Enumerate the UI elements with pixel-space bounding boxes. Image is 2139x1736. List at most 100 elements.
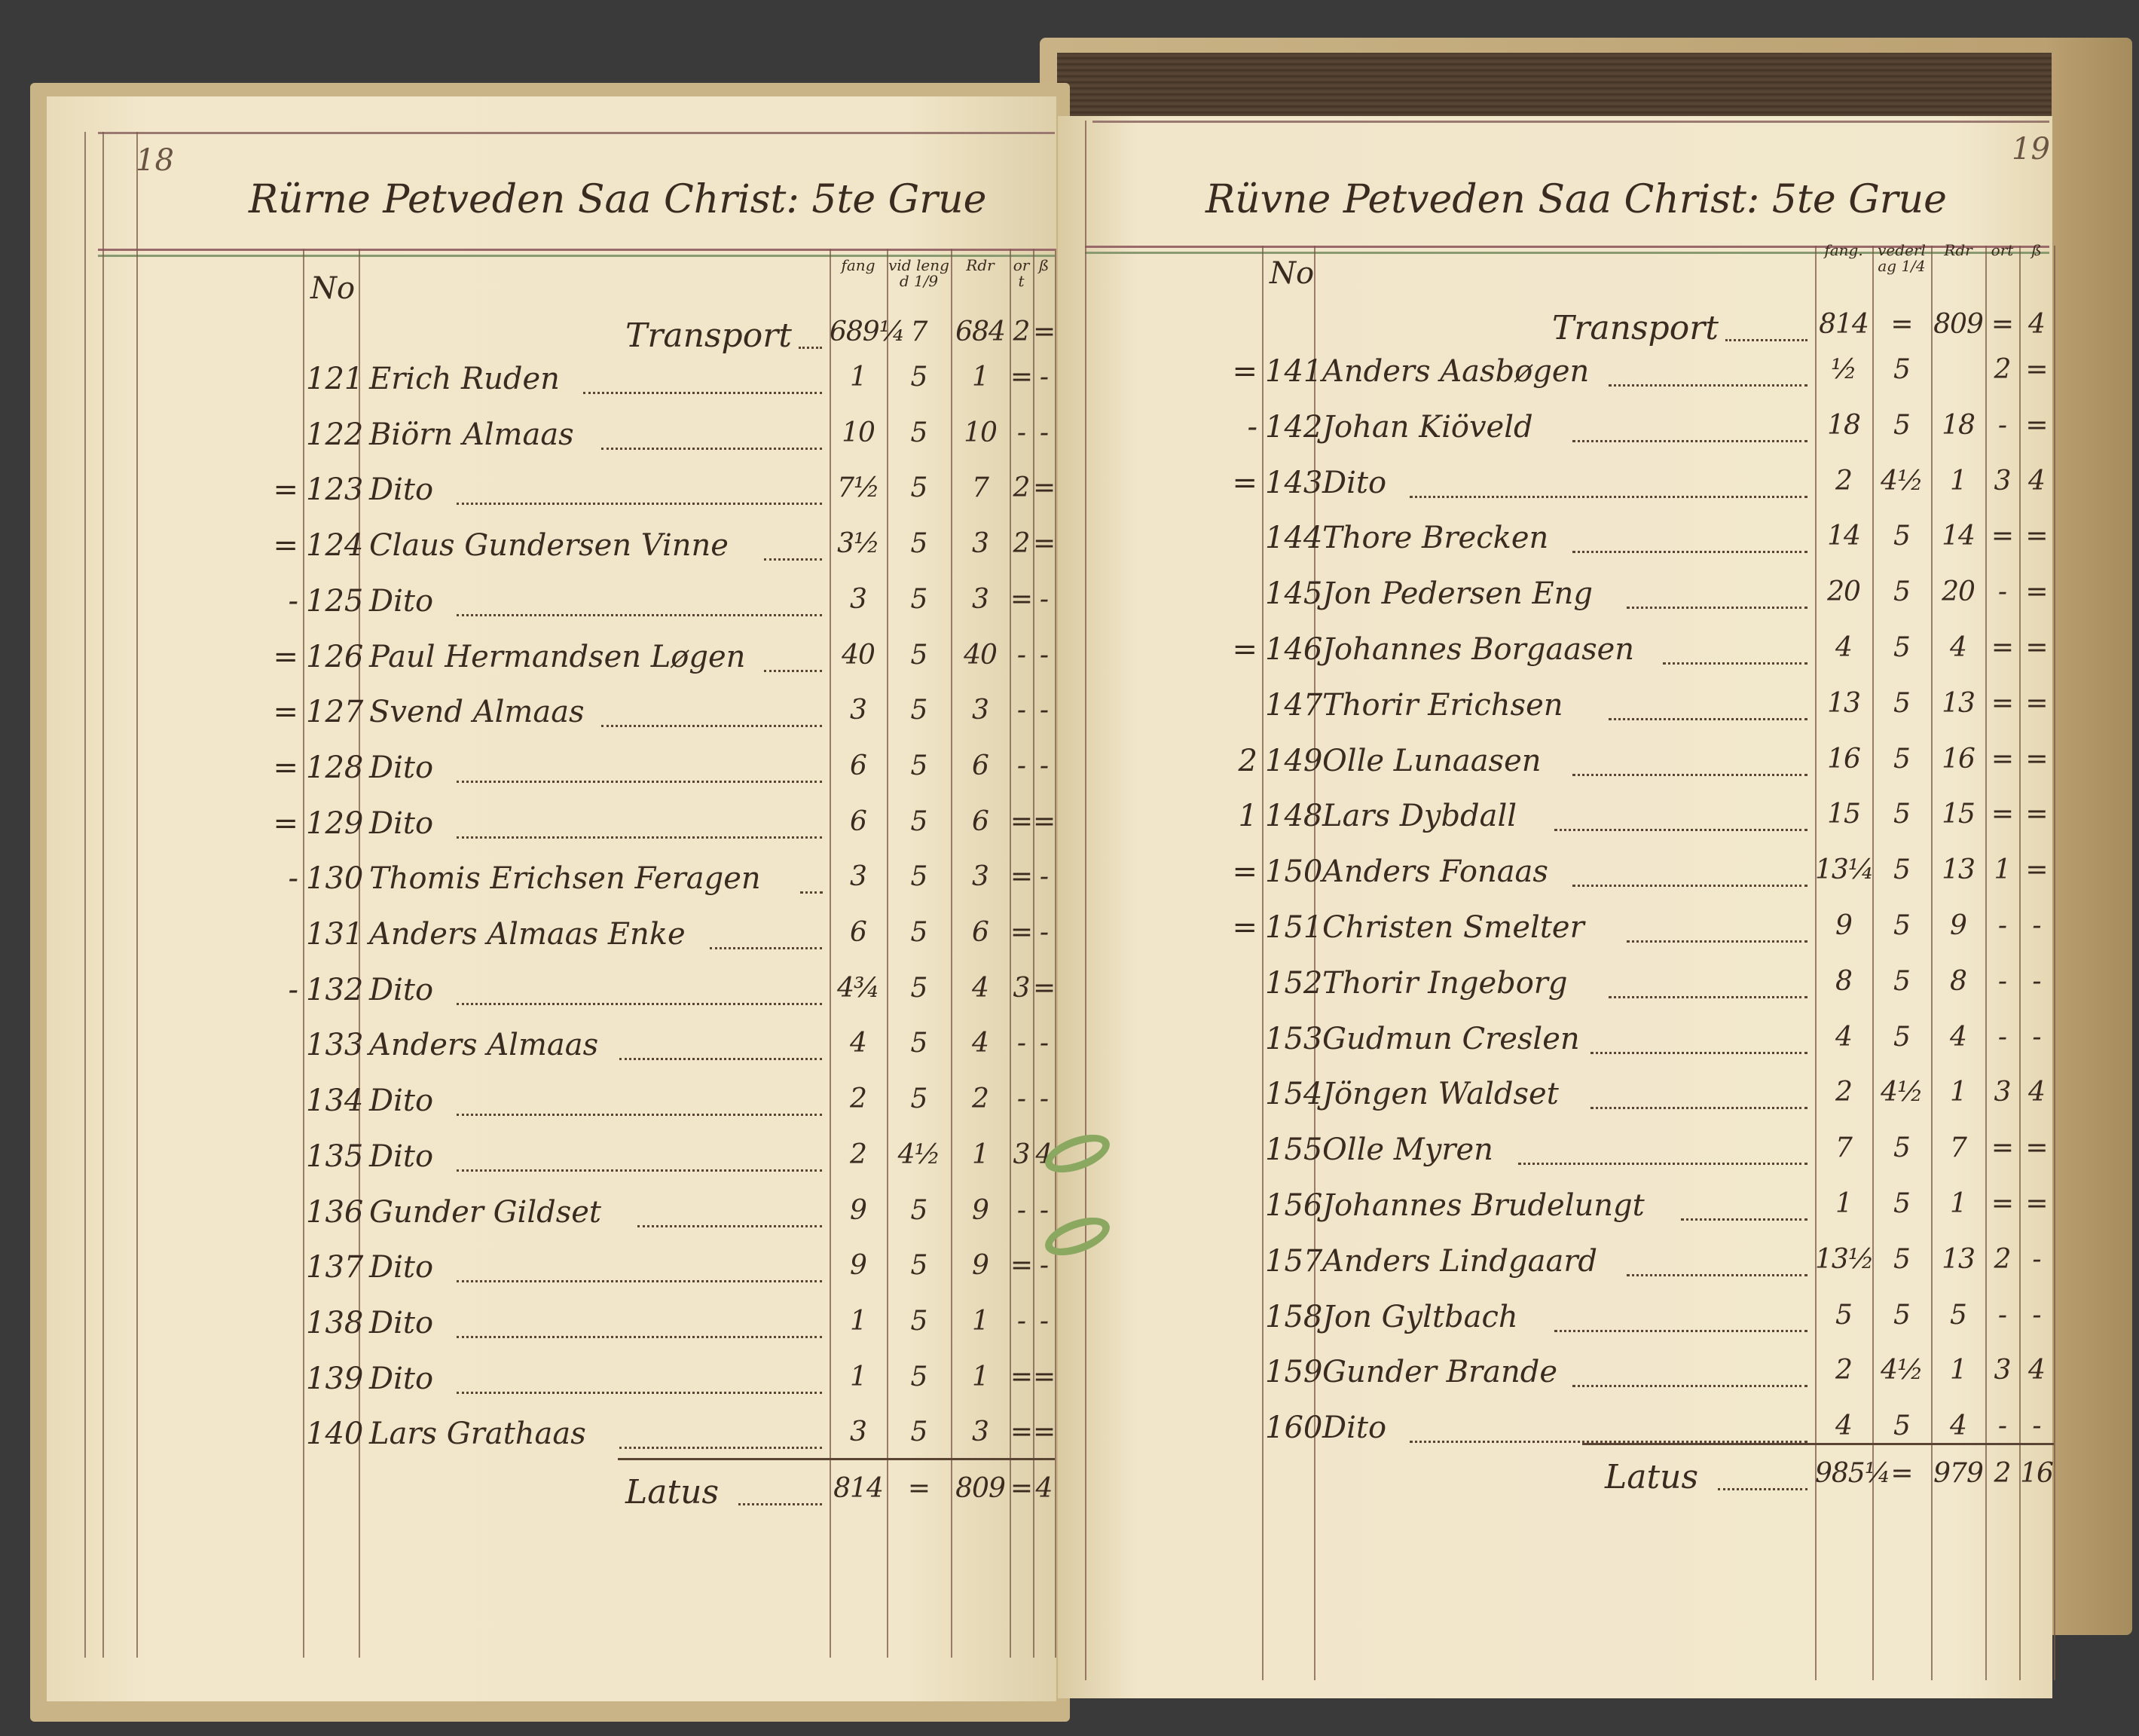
row-vederlag: 5 <box>910 472 928 503</box>
row-rdr: 1 <box>1950 1355 1967 1386</box>
amount-column-line <box>1872 246 1874 1680</box>
dotted-leader <box>1627 1274 1807 1276</box>
row-fang: 8 <box>1835 966 1853 997</box>
row-vederlag: 5 <box>1893 1132 1911 1163</box>
dotted-leader <box>710 947 822 949</box>
row-fang: 2 <box>850 1083 867 1114</box>
row-rdr: 18 <box>1942 410 1976 441</box>
dotted-leader <box>1572 1385 1807 1387</box>
row-number: 137 <box>306 1250 364 1285</box>
row-name: Gunder Brande <box>1322 1355 1557 1389</box>
row-fang: 4 <box>1835 1410 1853 1441</box>
dotted-leader <box>1681 1218 1807 1221</box>
row-ort: = <box>1991 1132 2014 1163</box>
transport-label: Transport <box>625 316 792 355</box>
row-sk: - <box>2032 1410 2041 1441</box>
row-vederlag: 5 <box>910 640 928 671</box>
row-ort: = <box>1991 632 2014 663</box>
row-vederlag: 5 <box>910 1250 928 1281</box>
row-vederlag: 5 <box>1893 910 1911 941</box>
row-name: Dito <box>369 584 434 619</box>
dotted-leader <box>457 503 822 505</box>
row-ort: 2 <box>1013 528 1031 559</box>
row-rdr: 9 <box>1950 910 1967 941</box>
row-margin-mark: = <box>273 806 298 841</box>
row-name: Thorir Ingeborg <box>1322 966 1568 1001</box>
row-fang: 4¾ <box>837 973 880 1004</box>
row-fang: 1 <box>850 1362 867 1392</box>
row-ort: = <box>1991 744 2014 775</box>
row-name: Anders Almaas <box>369 1028 599 1062</box>
header-fang: fang. <box>1824 241 1863 259</box>
latus-label: Latus <box>625 1473 720 1511</box>
row-name: Jon Pedersen Eng <box>1322 576 1594 611</box>
row-name: Dito <box>369 806 434 841</box>
row-number: 150 <box>1265 854 1323 889</box>
row-ort: 2 <box>1994 1244 2012 1275</box>
row-vederlag: 5 <box>910 528 928 559</box>
top-rule <box>98 132 1055 134</box>
row-number: 127 <box>306 695 364 729</box>
latus-sk: 16 <box>2020 1458 2054 1489</box>
row-number: 131 <box>306 917 364 952</box>
row-rdr: 9 <box>972 1250 989 1281</box>
dotted-leader <box>1572 774 1807 776</box>
dotted-leader <box>1590 1052 1807 1054</box>
top-rule <box>1092 121 2049 123</box>
row-ort: = <box>1010 1362 1033 1392</box>
dotted-leader <box>457 1003 822 1005</box>
row-rdr: 4 <box>972 1028 989 1059</box>
transport-label: Transport <box>1552 309 1719 347</box>
header-rdr: Rdr <box>1944 241 1972 259</box>
row-name: Anders Aasbøgen <box>1322 354 1590 389</box>
row-name: Dito <box>1322 1410 1387 1445</box>
row-sk: = <box>1033 528 1056 559</box>
transport-vederlag: = <box>1890 309 1913 340</box>
page-title: Rürne Petveden Saa Christ: 5te Grue <box>249 177 987 222</box>
row-number: 128 <box>306 750 364 785</box>
row-name: Lars Dybdall <box>1322 799 1517 833</box>
row-ort: - <box>1016 695 1026 726</box>
row-number: 148 <box>1265 799 1323 833</box>
row-ort: = <box>1010 1250 1033 1281</box>
row-fang: 6 <box>850 806 867 837</box>
row-name: Dito <box>369 973 434 1007</box>
row-ort: = <box>1991 521 2014 552</box>
row-ort: = <box>1991 1188 2014 1219</box>
transport-sk: = <box>1033 316 1056 347</box>
row-fang: ½ <box>1831 354 1857 385</box>
row-sk: 4 <box>2028 1077 2046 1108</box>
row-sk: - <box>1039 1250 1049 1281</box>
row-number: 149 <box>1265 744 1323 778</box>
row-rdr: 40 <box>964 640 998 671</box>
transport-fang: 814 <box>1819 309 1869 340</box>
row-sk: = <box>1033 1417 1056 1447</box>
row-number: 151 <box>1265 910 1323 945</box>
dotted-leader <box>1410 496 1807 498</box>
row-vederlag: 5 <box>910 695 928 726</box>
row-number: 133 <box>306 1028 364 1062</box>
row-ort: - <box>1997 1410 2007 1441</box>
dotted-leader <box>457 1169 822 1172</box>
row-fang: 2 <box>1835 466 1853 497</box>
latus-ort: = <box>1010 1473 1033 1504</box>
page-title: Rüvne Petveden Saa Christ: 5te Grue <box>1205 177 1947 222</box>
row-name: Dito <box>369 1306 434 1340</box>
row-number: 136 <box>306 1195 364 1230</box>
row-ort: 3 <box>1013 1139 1031 1170</box>
row-ort: 3 <box>1994 1077 2012 1108</box>
row-fang: 6 <box>850 917 867 948</box>
row-vederlag: 5 <box>910 584 928 615</box>
title-rule-green <box>1085 252 2049 254</box>
dotted-leader <box>601 448 822 450</box>
row-name: Dito <box>369 1362 434 1396</box>
row-fang: 14 <box>1827 521 1861 552</box>
row-ort: - <box>1016 1195 1026 1226</box>
latus-rdr: 809 <box>955 1473 1006 1504</box>
row-rdr: 3 <box>972 861 989 892</box>
row-name: Olle Myren <box>1322 1132 1493 1167</box>
latus-fang: 985¼ <box>1815 1458 1891 1489</box>
page-number: 18 <box>136 143 174 178</box>
page-number: 19 <box>2012 132 2050 167</box>
row-vederlag: 5 <box>1893 1410 1911 1441</box>
